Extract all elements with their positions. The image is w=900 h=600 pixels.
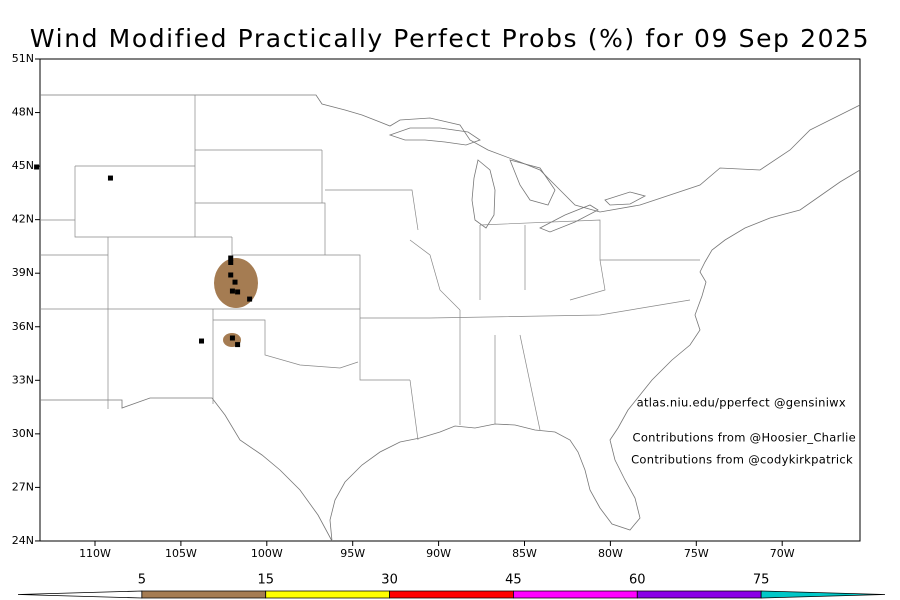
lat-tick-label: 42N [12,213,34,226]
lon-tick-label: 70W [770,547,795,560]
storm-report [235,289,241,295]
storm-report [247,296,253,302]
lat-tick-label: 30N [12,427,34,440]
colorbar-label: 30 [381,573,398,588]
lon-tick-label: 95W [340,547,365,560]
lat-tick-label: 45N [12,159,34,172]
storm-report [34,164,40,170]
colorbar-segment [760,590,886,599]
colorbar-segment [513,590,638,599]
lat-tick-label: 36N [12,320,34,333]
storm-report [235,342,241,348]
lat-tick-label: 48N [12,106,34,119]
credit: atlas.niu.edu/pperfect @gensiniwx [637,396,846,410]
colorbar-segment [636,590,762,599]
lon-tick-label: 100W [251,547,283,560]
storm-report [107,175,113,181]
lat-tick-label: 33N [12,373,34,386]
lon-tick-label: 90W [426,547,451,560]
lat-tick-label: 39N [12,266,34,279]
colorbar-segment [141,590,267,599]
basemap [40,94,861,542]
credit: Contributions from @Hoosier_Charlie [633,431,857,445]
lon-tick-label: 105W [165,547,197,560]
storm-report [228,255,234,261]
credit: Contributions from @codykirkpatrick [631,453,853,467]
storm-report [232,279,238,285]
colorbar-label: 75 [753,573,770,588]
lat-tick-label: 27N [12,480,34,493]
title: Wind Modified Practically Perfect Probs … [30,24,870,53]
lat-tick-label: 51N [12,52,34,65]
colorbar-segment [17,590,143,599]
lon-tick-label: 85W [512,547,537,560]
lon-tick-label: 110W [79,547,111,560]
colorbar-label: 45 [505,573,522,588]
colorbar-label: 5 [138,573,146,588]
colorbar-segment [389,590,514,599]
storm-report [228,259,234,265]
storm-report [199,338,205,344]
colorbar-label: 15 [257,573,274,588]
lat-tick-label: 24N [12,534,34,547]
lon-tick-label: 80W [598,547,623,560]
colorbar-label: 60 [629,573,646,588]
storm-report [229,288,235,294]
colorbar-segment [265,590,390,599]
lon-tick-label: 75W [684,547,709,560]
storm-report [229,335,235,341]
storm-report [228,272,234,278]
